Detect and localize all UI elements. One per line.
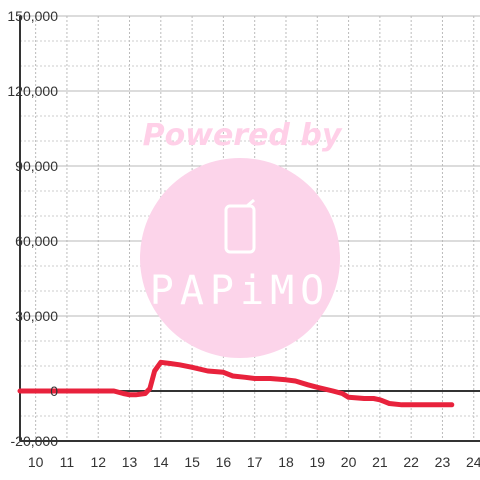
x-tick-label: 22: [403, 454, 419, 470]
x-tick-label: 17: [247, 454, 263, 470]
y-tick-label: 0: [50, 383, 58, 399]
series: [17, 359, 455, 408]
x-tick-label: 23: [435, 454, 451, 470]
x-tick-label: 14: [153, 454, 169, 470]
x-tick-label: 18: [278, 454, 294, 470]
phone-icon: [224, 204, 256, 254]
x-tick-label: 13: [122, 454, 138, 470]
y-tick-label: 150,000: [7, 8, 58, 24]
watermark-circle: [140, 158, 340, 358]
watermark-text: Powered by: [143, 118, 343, 153]
x-tick-label: 24: [466, 454, 480, 470]
x-tick-label: 19: [309, 454, 325, 470]
y-tick-label: 90,000: [15, 158, 58, 174]
tick-labels: 10 11 12 13 14 15 16 17 18 19 20 21 22 23 24 -20,000 0 30…: [7, 8, 480, 470]
x-tick-label: 10: [28, 454, 44, 470]
phone-icon-notch: [246, 198, 255, 208]
y-tick-label: 60,000: [15, 233, 58, 249]
watermark-logo-text: PAPiMO: [150, 268, 331, 314]
y-tick-label: -20,000: [11, 433, 59, 449]
y-tick-label: 30,000: [15, 308, 58, 324]
x-tick-label: 11: [60, 454, 75, 470]
x-tick-label: 21: [372, 454, 388, 470]
x-tick-label: 16: [216, 454, 232, 470]
x-tick-label: 20: [341, 454, 357, 470]
watermark: Powered by PAPiMO: [140, 118, 343, 358]
y-tick-label: 120,000: [7, 83, 58, 99]
x-tick-label: 15: [184, 454, 200, 470]
series-line: [17, 359, 455, 408]
x-tick-label: 12: [90, 454, 106, 470]
